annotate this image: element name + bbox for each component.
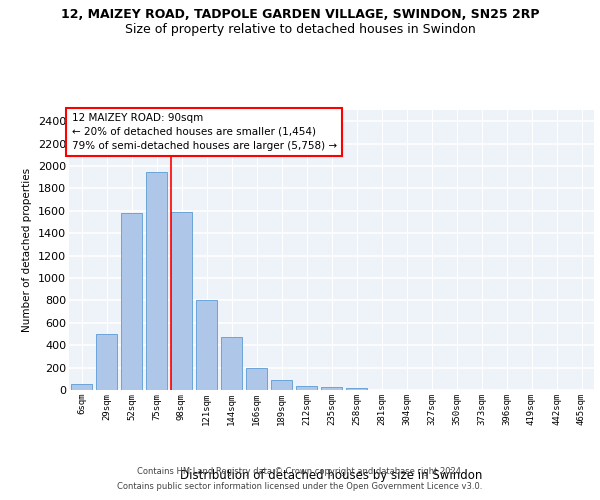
Bar [146, 172, 167, 390]
Bar [71, 384, 92, 390]
Text: Size of property relative to detached houses in Swindon: Size of property relative to detached ho… [125, 22, 475, 36]
Y-axis label: Number of detached properties: Number of detached properties [22, 168, 32, 332]
Bar [196, 300, 217, 390]
Bar [121, 213, 142, 390]
Bar [96, 334, 117, 390]
Bar [221, 337, 242, 390]
Text: 12 MAIZEY ROAD: 90sqm
← 20% of detached houses are smaller (1,454)
79% of semi-d: 12 MAIZEY ROAD: 90sqm ← 20% of detached … [71, 113, 337, 151]
Bar [171, 212, 192, 390]
Text: Contains HM Land Registry data © Crown copyright and database right 2024.: Contains HM Land Registry data © Crown c… [137, 467, 463, 476]
X-axis label: Distribution of detached houses by size in Swindon: Distribution of detached houses by size … [181, 470, 482, 482]
Bar [246, 368, 267, 390]
Bar [271, 380, 292, 390]
Bar [346, 388, 367, 390]
Bar [296, 386, 317, 390]
Bar [321, 387, 342, 390]
Text: Contains public sector information licensed under the Open Government Licence v3: Contains public sector information licen… [118, 482, 482, 491]
Text: 12, MAIZEY ROAD, TADPOLE GARDEN VILLAGE, SWINDON, SN25 2RP: 12, MAIZEY ROAD, TADPOLE GARDEN VILLAGE,… [61, 8, 539, 20]
